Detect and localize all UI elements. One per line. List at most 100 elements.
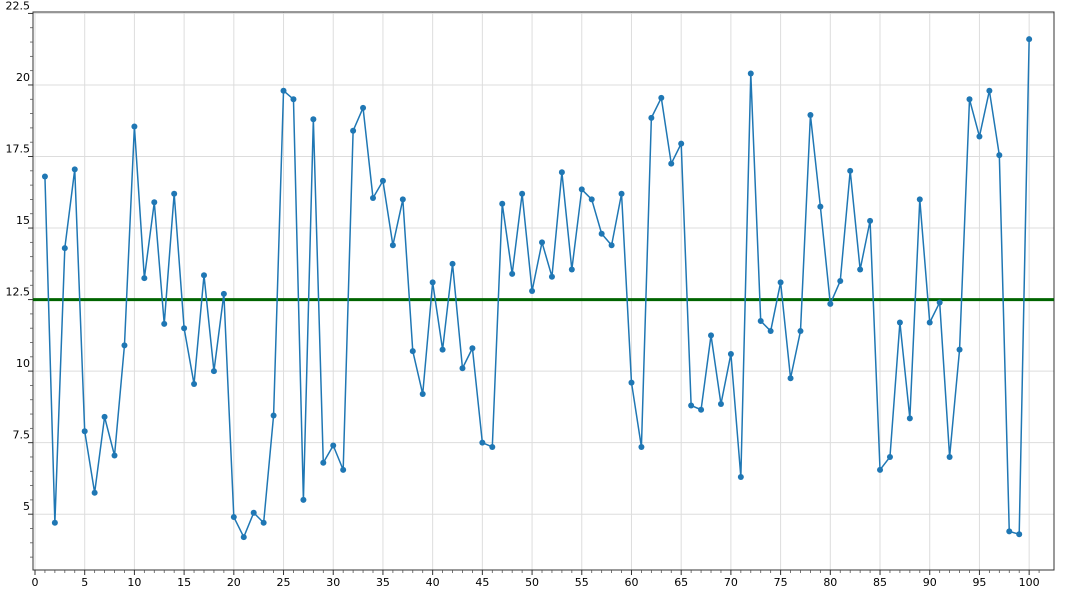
data-point [906,415,913,422]
data-point [548,273,555,280]
x-tick-label: 90 [923,576,937,589]
x-tick-label: 100 [1019,576,1040,589]
data-point [360,104,367,111]
data-point [300,496,307,503]
data-point [310,116,317,123]
data-point [181,325,188,332]
x-tick-label: 0 [31,576,38,589]
data-point [121,342,128,349]
data-point [91,489,98,496]
data-point [588,196,595,203]
data-point [777,279,784,286]
plot-frame [32,11,1055,571]
x-tick-label: 15 [177,576,191,589]
data-point [926,319,933,326]
data-point [767,328,774,335]
data-point [439,346,446,353]
x-tick-label: 95 [972,576,986,589]
data-point [320,459,327,466]
data-point [111,452,118,459]
data-point [429,279,436,286]
data-point [936,299,943,306]
data-point [837,277,844,284]
data-point [966,96,973,103]
data-point [539,239,546,246]
data-point [678,140,685,147]
data-point [51,519,58,526]
data-point [1016,531,1023,538]
data-point [419,391,426,398]
data-point [191,381,198,387]
data-point [260,519,267,526]
y-tick-label: 15 [16,214,30,227]
x-tick-label: 25 [277,576,291,589]
x-tick-label: 85 [873,576,887,589]
x-tick-label: 40 [426,576,440,589]
axis-ticks [28,12,1040,575]
data-point [499,200,506,207]
data-point [161,320,168,327]
x-tick-label: 35 [376,576,390,589]
data-point [668,160,675,167]
data-point [41,173,48,180]
data-point [290,96,297,103]
data-point [399,196,406,203]
x-tick-label: 5 [81,576,88,589]
data-point [618,190,625,197]
data-point [886,453,893,460]
x-tick-label: 75 [774,576,788,589]
data-point [708,332,715,339]
y-tick-label: 10 [16,357,30,370]
data-point [747,70,754,77]
data-point [340,466,347,473]
data-point [379,177,386,184]
data-point [350,127,357,134]
x-tick-label: 50 [525,576,539,589]
data-point [171,190,178,197]
data-point [638,443,645,450]
data-point [916,196,923,203]
data-point [71,166,78,173]
data-point [558,169,565,176]
data-point [857,266,864,273]
data-point [608,242,615,249]
data-point [509,270,516,277]
data-point [280,87,287,94]
data-point [847,167,854,174]
y-tick-label: 5 [23,500,30,513]
x-tick-label: 80 [823,576,837,589]
y-tick-label: 17.5 [6,143,31,156]
data-point [210,368,217,375]
data-point [220,290,227,297]
data-point [877,466,884,473]
data-point [976,133,983,140]
data-point [578,186,585,193]
data-point [250,509,257,516]
x-tick-label: 70 [724,576,738,589]
y-tick-label: 12.5 [6,286,31,299]
data-point [270,412,277,419]
data-point [658,94,665,101]
x-tick-label: 30 [326,576,340,589]
tick-labels: 0 5 10 15 20 25 30 35 40 45 50 55 60 65 70 75 80 85 90 95 10… [6,0,1040,589]
y-tick-label: 20 [16,71,30,84]
series-line [44,39,1030,538]
data-point [867,217,874,224]
data-point [946,453,953,460]
data-point [598,230,605,237]
data-point [131,123,138,130]
data-point [479,439,486,446]
data-point [817,203,824,210]
data-point [230,514,237,521]
data-point [956,346,963,353]
x-tick-label: 45 [475,576,489,589]
data-point [1006,528,1013,535]
data-point [141,275,148,282]
data-point [797,328,804,335]
data-point [330,442,337,449]
data-point [240,534,247,541]
y-tick-label: 7.5 [13,429,31,442]
data-point [986,87,993,94]
x-tick-label: 55 [575,576,589,589]
